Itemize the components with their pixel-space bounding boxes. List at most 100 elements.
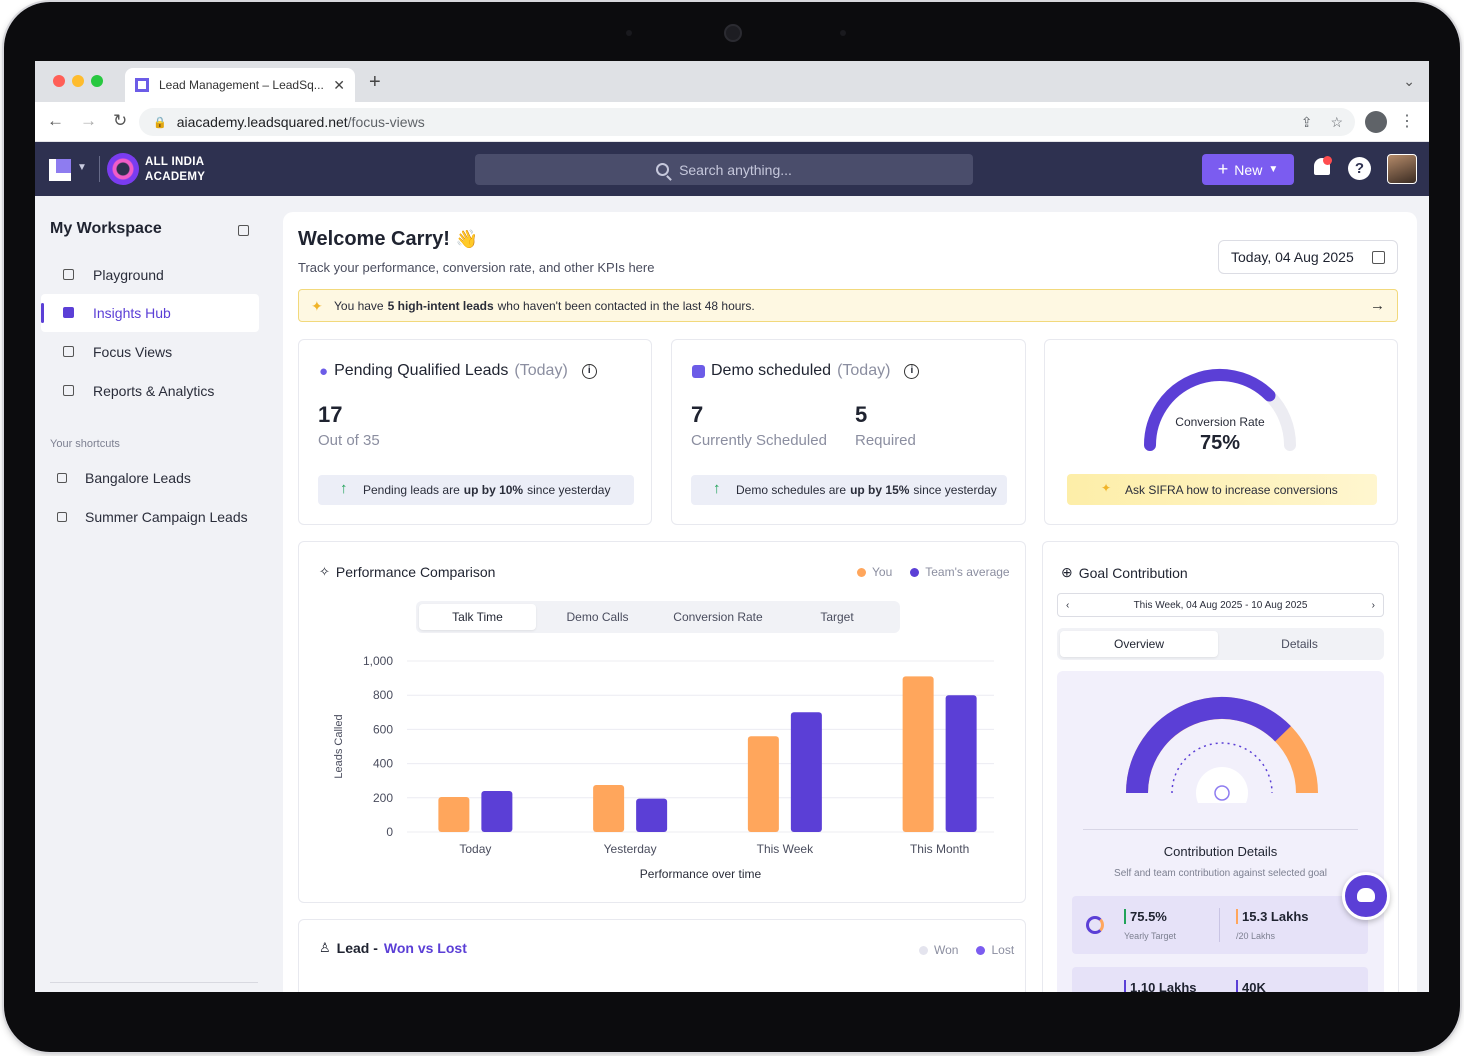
tab-talk-time[interactable]: Talk Time bbox=[419, 604, 536, 630]
tab-details[interactable]: Details bbox=[1281, 637, 1318, 651]
browser-tab[interactable]: Lead Management – LeadSq... ✕ bbox=[125, 68, 355, 102]
collapse-sidebar-icon[interactable] bbox=[238, 225, 249, 236]
sidebar-item-reports[interactable]: Reports & Analytics bbox=[41, 372, 259, 410]
app-header: ▼ ALL INDIA ACADEMY Search anything... +… bbox=[35, 142, 1429, 196]
org-name-line2: ACADEMY bbox=[145, 171, 206, 183]
pill-prefix: Pending leads are bbox=[363, 483, 460, 497]
bar-you bbox=[902, 676, 934, 832]
demo-title: Demo scheduled bbox=[711, 362, 832, 379]
pill-bold: up by 15% bbox=[850, 483, 910, 497]
browser-profile-icon[interactable] bbox=[1365, 111, 1387, 133]
chart-legend: You Team's average bbox=[857, 565, 1010, 579]
alert-suffix: who haven't been contacted in the last 4… bbox=[497, 298, 755, 313]
chatbot-button[interactable] bbox=[1342, 872, 1390, 920]
stat-label: Yearly Target bbox=[1124, 931, 1177, 941]
help-icon[interactable]: ? bbox=[1348, 157, 1371, 180]
org-name-line1: ALL INDIA bbox=[145, 156, 205, 168]
demo-qualifier: (Today) bbox=[837, 362, 891, 379]
target-icon: ⊕ bbox=[1061, 564, 1073, 580]
ask-sifra-button[interactable]: ✦ Ask SIFRA how to increase conversions bbox=[1067, 474, 1377, 505]
legend-you: You bbox=[857, 565, 892, 579]
main-panel: Welcome Carry! 👋 Track your performance,… bbox=[283, 212, 1417, 992]
bar-team bbox=[945, 695, 977, 832]
new-button[interactable]: + New ▼ bbox=[1202, 154, 1294, 185]
performance-tabs: Talk Time Demo Calls Conversion Rate Tar… bbox=[416, 601, 900, 633]
minimize-window-button[interactable] bbox=[72, 75, 84, 87]
org-logo bbox=[107, 153, 139, 185]
shortcut-bangalore-leads[interactable]: Bangalore Leads bbox=[57, 470, 191, 486]
app-logo-icon[interactable] bbox=[49, 159, 71, 181]
conversion-label: Conversion Rate bbox=[1175, 415, 1265, 429]
sidebar-item-focus-views[interactable]: Focus Views bbox=[41, 333, 259, 371]
user-avatar[interactable] bbox=[1387, 154, 1417, 184]
date-picker[interactable]: Today, 04 Aug 2025 bbox=[1218, 240, 1398, 274]
user-icon: ● bbox=[319, 362, 329, 380]
page-title: Welcome Carry! 👋 bbox=[298, 228, 478, 251]
info-icon[interactable]: i bbox=[581, 363, 597, 379]
stat-label: /20 Lakhs bbox=[1236, 931, 1276, 941]
browser-menu-icon[interactable]: ⋮ bbox=[1399, 113, 1415, 130]
performance-comparison-card: ✧ Performance Comparison You Team's aver… bbox=[298, 541, 1026, 903]
tab-conversion-rate[interactable]: Conversion Rate bbox=[673, 610, 763, 624]
performance-chart: 0 200 400 600 800 1,000 Leads Called Today Yeste… bbox=[333, 654, 994, 881]
sidebar-item-playground[interactable]: Playground bbox=[41, 256, 259, 294]
stat-value: 15.3 Lakhs bbox=[1236, 909, 1309, 924]
demo-required-value: 5 bbox=[855, 402, 868, 427]
sidebar-item-label: Insights Hub bbox=[93, 305, 171, 321]
window-controls bbox=[53, 75, 103, 87]
address-bar[interactable]: 🔒 aiacademy.leadsquared.net/focus-views … bbox=[139, 108, 1355, 136]
tab-list-chevron-icon[interactable]: ⌄ bbox=[1403, 73, 1415, 89]
sidebar-divider bbox=[50, 982, 258, 983]
card-title: ⊕ Goal Contribution bbox=[1061, 564, 1188, 581]
camera bbox=[724, 24, 742, 42]
pill-bold: up by 10% bbox=[463, 483, 524, 497]
wonlost-prefix: Lead - bbox=[336, 940, 378, 956]
goal-tabs: Overview Details bbox=[1057, 628, 1384, 660]
contribution-sub: Self and team contribution against selec… bbox=[1114, 868, 1327, 879]
org-name: ALL INDIA ACADEMY bbox=[145, 155, 205, 185]
back-icon[interactable]: ← bbox=[47, 111, 64, 130]
legend-won: Won bbox=[919, 943, 958, 957]
bar-you bbox=[747, 736, 779, 832]
y-tick-label: 400 bbox=[373, 757, 393, 771]
high-intent-alert[interactable]: ✦ You have 5 high-intent leads who haven… bbox=[298, 289, 1398, 322]
shortcut-summer-campaign[interactable]: Summer Campaign Leads bbox=[57, 509, 248, 525]
goal-gauge-self bbox=[1126, 697, 1291, 794]
calendar-icon bbox=[1372, 250, 1385, 264]
conversion-gauge bbox=[1144, 369, 1296, 451]
maximize-window-button[interactable] bbox=[91, 75, 103, 87]
reports-icon bbox=[63, 385, 74, 396]
contribution-stats-2: 1.10 Lakhs 40K bbox=[1072, 967, 1368, 992]
app-switcher-chevron-icon[interactable]: ▼ bbox=[77, 162, 87, 173]
close-tab-icon[interactable]: ✕ bbox=[333, 76, 345, 93]
sidebar-item-insights-hub[interactable]: Insights Hub bbox=[41, 294, 259, 332]
tab-demo-calls[interactable]: Demo Calls bbox=[566, 610, 629, 624]
info-icon[interactable]: i bbox=[904, 363, 920, 379]
new-tab-icon[interactable]: + bbox=[369, 71, 381, 93]
prev-icon[interactable]: ‹ bbox=[1066, 599, 1070, 611]
close-window-button[interactable] bbox=[53, 75, 65, 87]
bar-team bbox=[481, 790, 513, 832]
tab-overview[interactable]: Overview bbox=[1060, 631, 1218, 657]
arrow-right-icon[interactable]: → bbox=[1370, 297, 1385, 314]
tab-target[interactable]: Target bbox=[820, 610, 854, 624]
sidebar-item-label: Playground bbox=[93, 267, 164, 283]
legend-dot bbox=[976, 945, 986, 955]
lock-icon: 🔒 bbox=[153, 116, 167, 129]
share-icon[interactable]: ⇪ bbox=[1300, 113, 1313, 130]
y-tick-label: 600 bbox=[373, 722, 393, 736]
goal-contribution-card: ⊕ Goal Contribution ‹ This Week, 04 Aug … bbox=[1042, 541, 1399, 992]
notifications-bell-icon[interactable] bbox=[1311, 156, 1333, 180]
legend-dot bbox=[857, 567, 866, 577]
goal-overview-panel: Contribution Details Self and team contr… bbox=[1057, 671, 1384, 992]
global-search-input[interactable]: Search anything... bbox=[475, 154, 973, 185]
legend-label: Lost bbox=[991, 943, 1015, 957]
legend-team: Team's average bbox=[910, 565, 1010, 579]
sparkle-icon: ✧ bbox=[319, 564, 330, 579]
date-value: Today, 04 Aug 2025 bbox=[1231, 249, 1354, 265]
bookmark-star-icon[interactable]: ☆ bbox=[1330, 113, 1343, 130]
forward-icon[interactable]: → bbox=[80, 111, 97, 130]
next-icon[interactable]: › bbox=[1371, 599, 1375, 611]
reload-icon[interactable]: ↻ bbox=[113, 111, 128, 130]
search-placeholder: Search anything... bbox=[679, 161, 792, 178]
